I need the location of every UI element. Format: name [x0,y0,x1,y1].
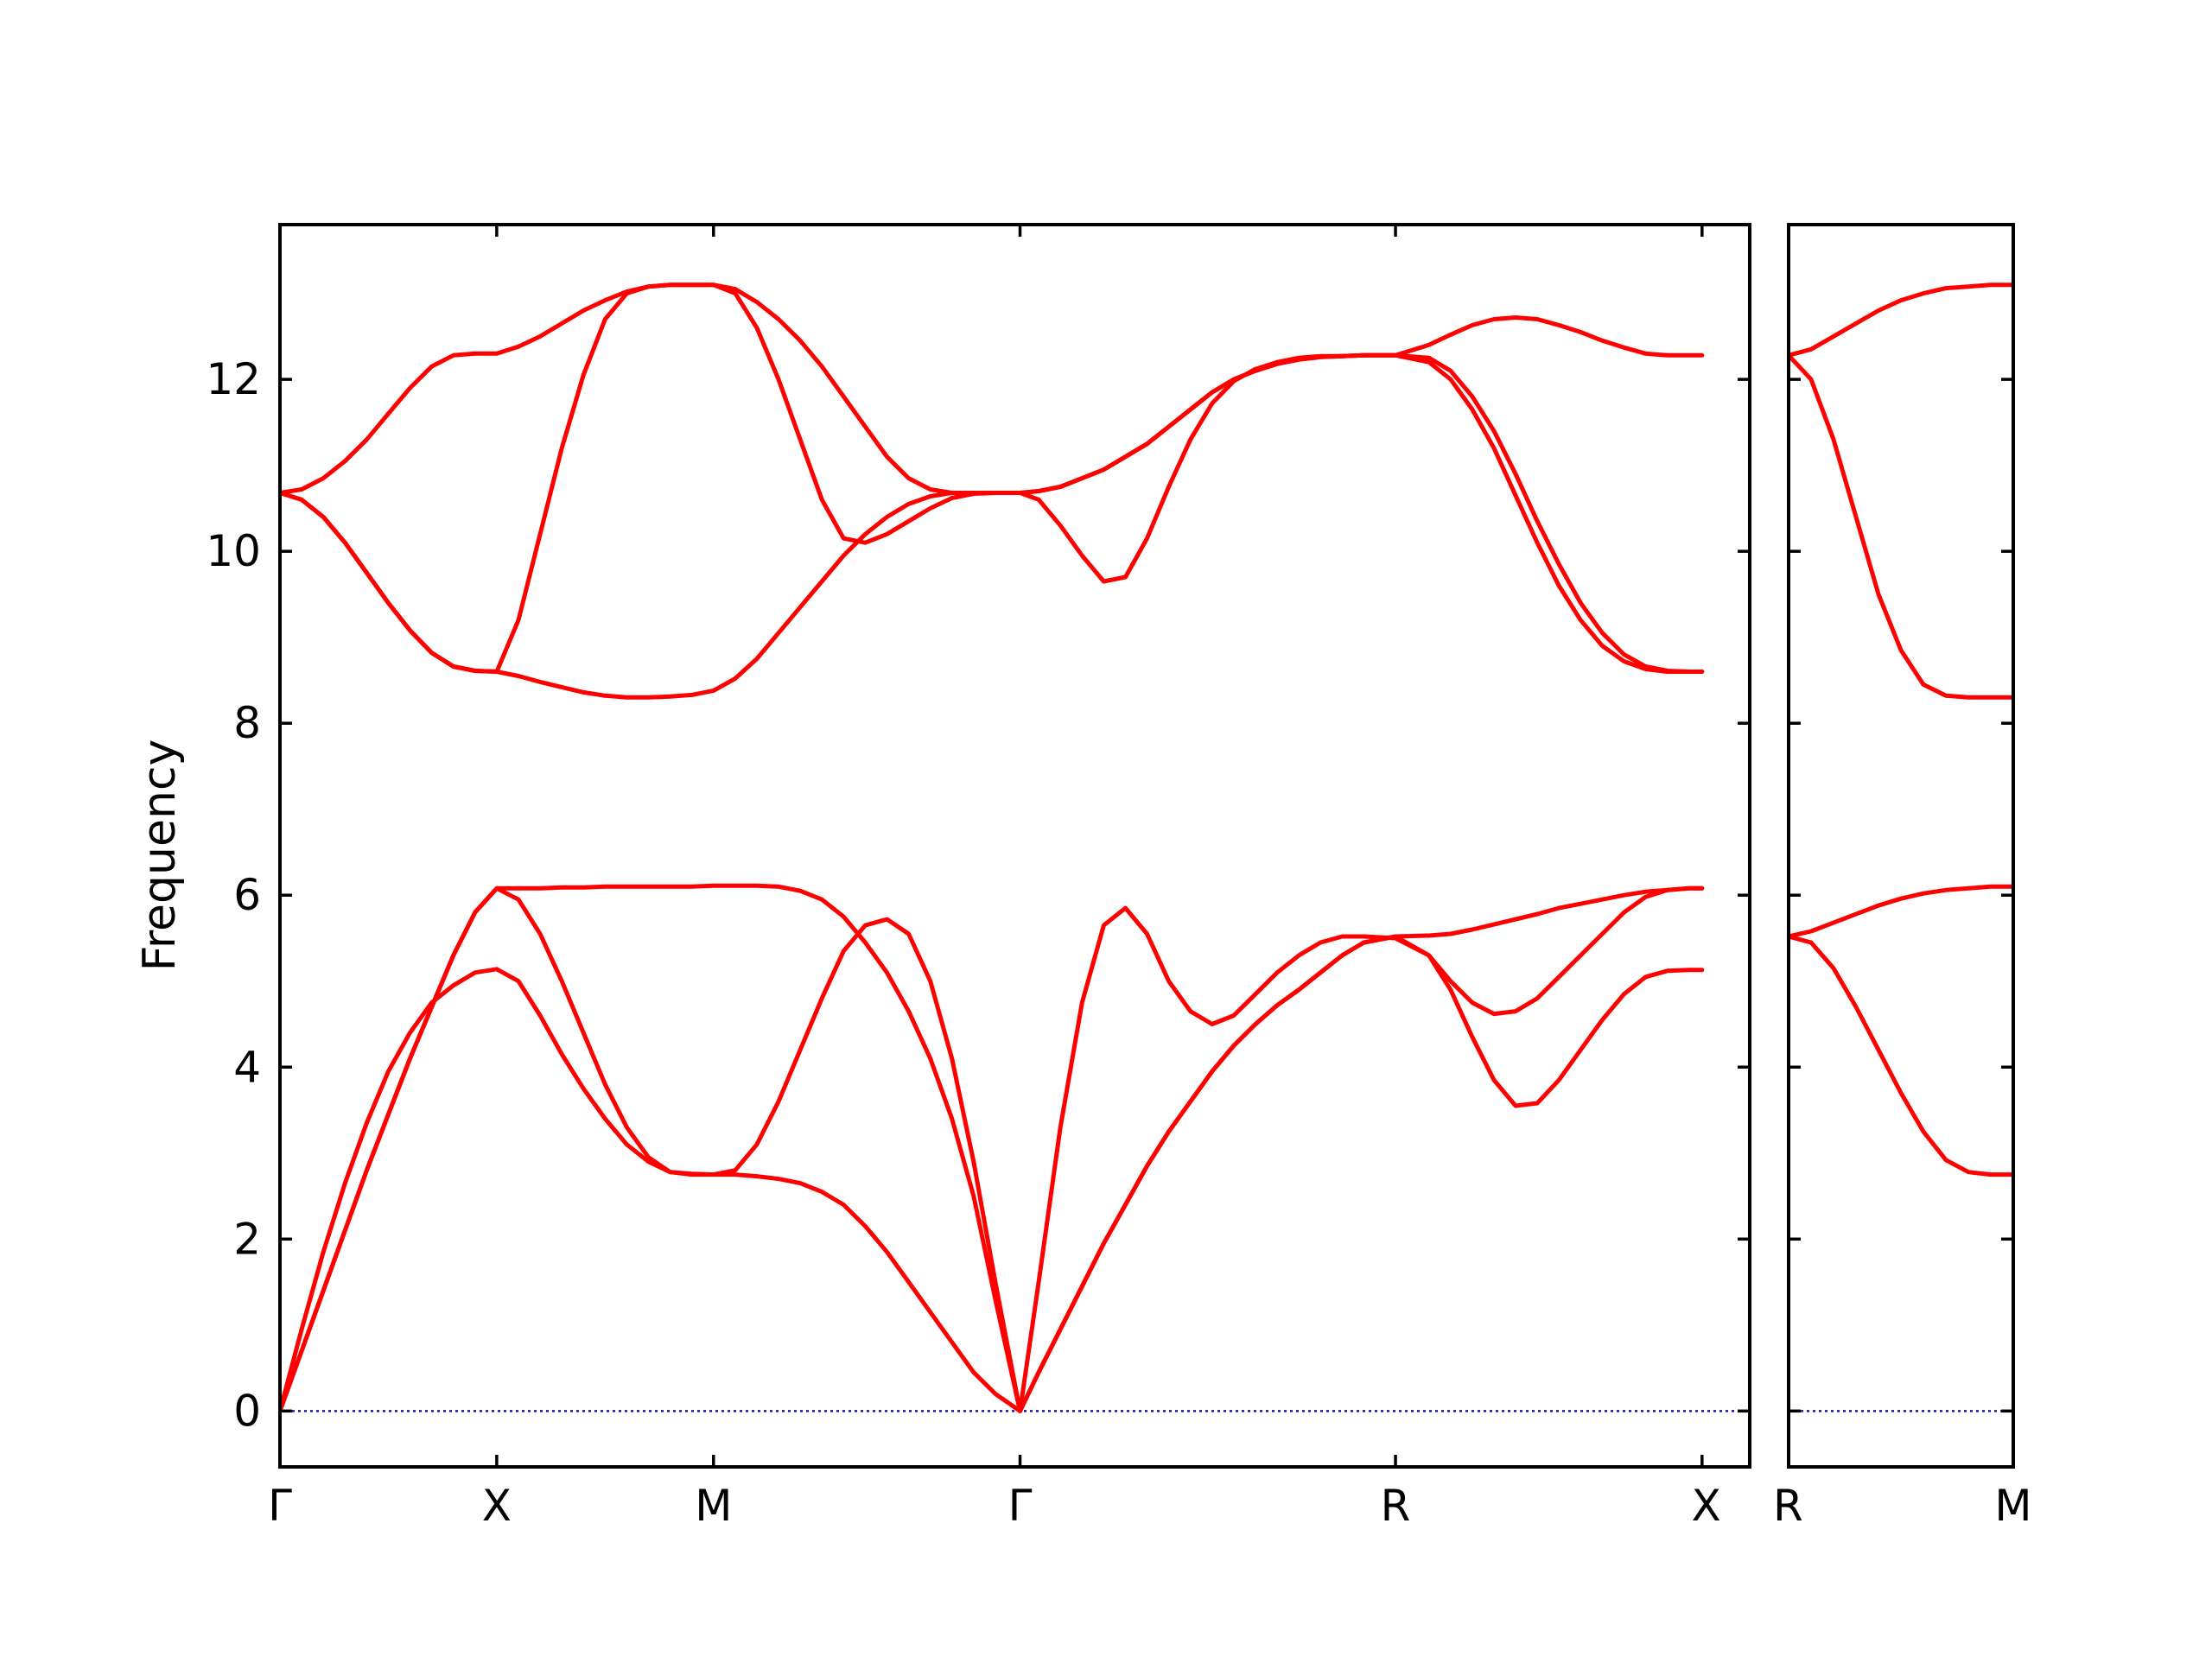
band-line-6 [280,491,1022,700]
x-tick-label: X [482,1481,512,1531]
panel-frame [1787,223,2015,1469]
panel-frame [278,223,1751,1469]
labels-layer: Frequency [134,739,186,972]
band-line-1 [280,885,1022,1413]
y-tick-label: 8 [233,698,261,748]
y-tick-label: 4 [233,1042,261,1092]
x-tick-label: Γ [1008,1481,1033,1531]
band-line-10 [1018,352,1705,674]
x-tick-label: M [1994,1481,2031,1531]
band-line-4 [1018,885,1705,1413]
y-tick-label: 2 [233,1214,261,1264]
x-tick-label: Γ [268,1481,292,1531]
band-line-3 [1789,282,2013,358]
band-line-5 [1018,934,1705,1413]
band-line-1 [1789,884,2013,939]
band-line-2 [280,883,1022,1413]
bands-group [1789,282,2013,1177]
y-axis-label: Frequency [134,739,186,972]
y-tick-label: 6 [233,870,261,920]
bands-group [280,282,1705,1413]
x-tick-label: R [1773,1481,1803,1531]
panel-0: 0 2 4 6 8 10 12 Γ X M Γ R X [206,223,1751,1531]
x-tick-label: X [1692,1481,1721,1531]
band-line-9 [1018,352,1705,674]
band-line-8 [280,282,1022,495]
band-line-11 [1018,315,1705,495]
band-line-0 [1789,934,2013,1177]
x-tick-label: R [1381,1481,1411,1531]
y-tick-label: 12 [206,354,261,404]
band-line-0 [280,967,1022,1413]
band-line-3 [1018,885,1705,1413]
band-line-2 [1789,352,2013,700]
y-tick-label: 0 [233,1386,261,1436]
x-tick-label: M [695,1481,732,1531]
y-tick-label: 10 [206,526,261,576]
